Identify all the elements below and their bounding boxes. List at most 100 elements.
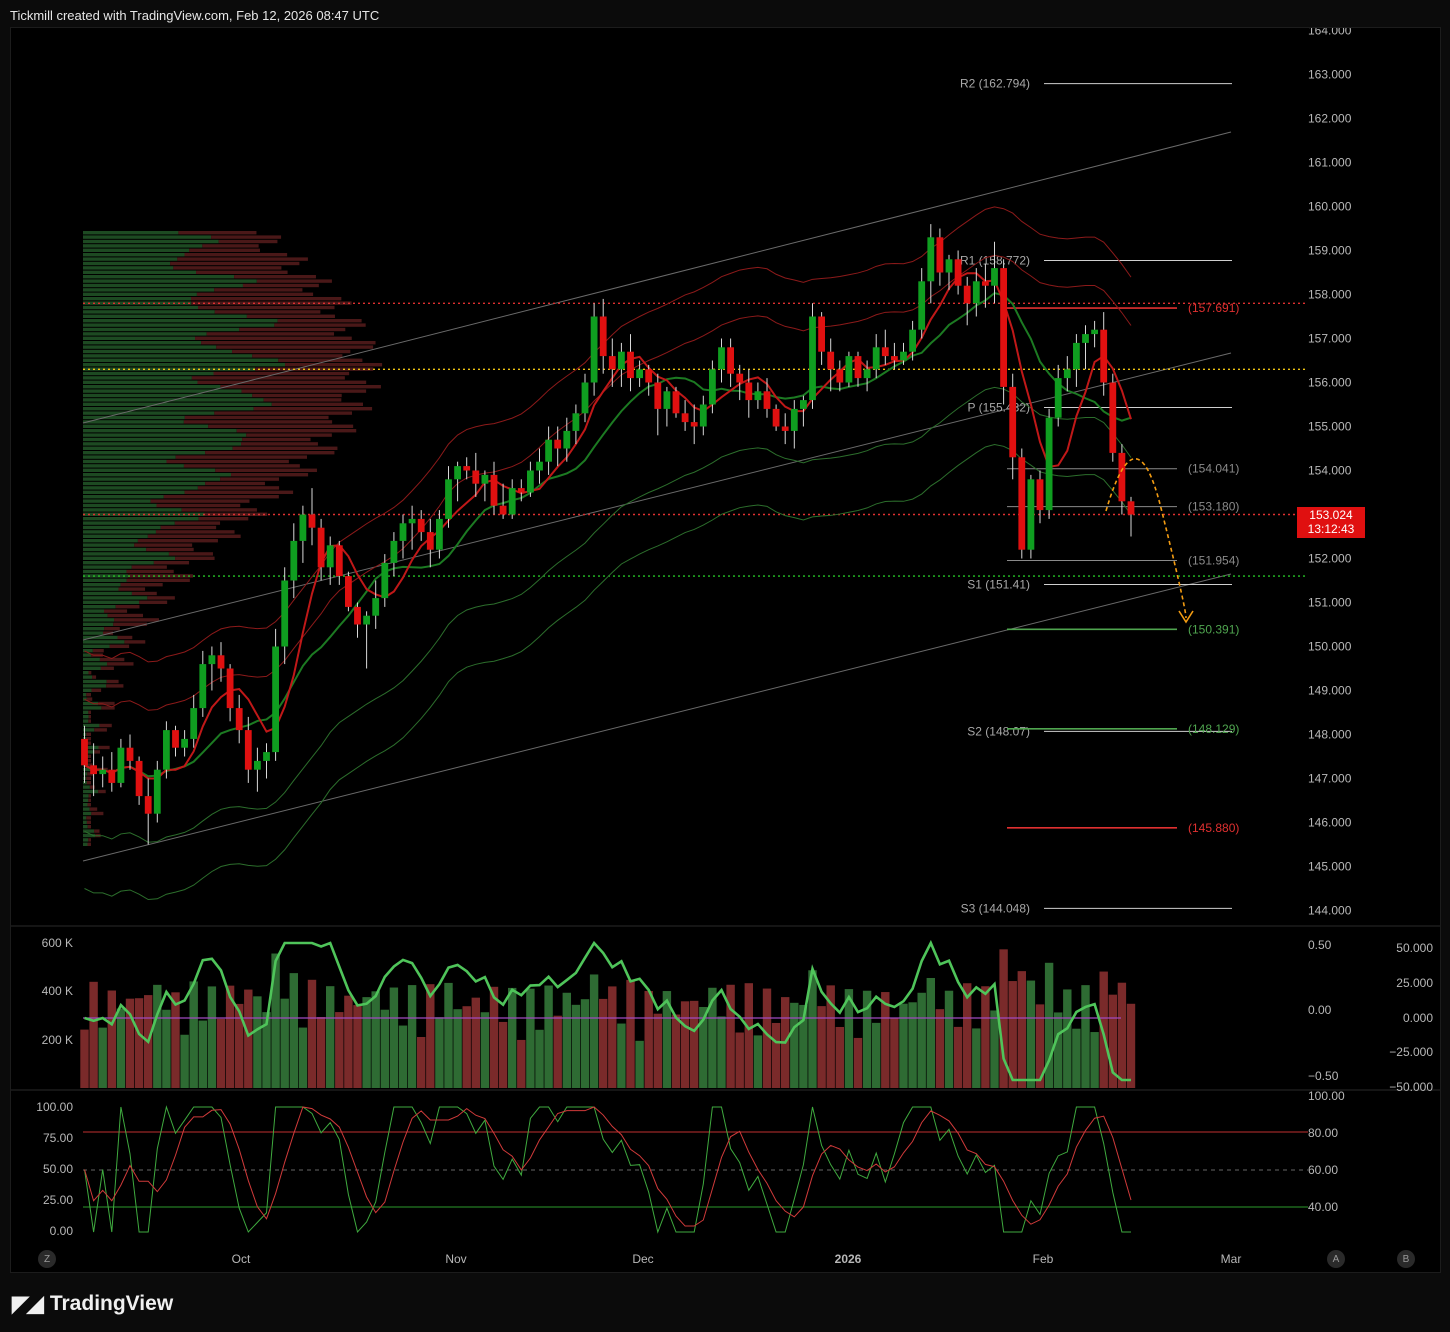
volume-bar: [80, 1029, 89, 1088]
band-upper-outer: [84, 206, 1132, 663]
time-axis-label: Dec: [632, 1252, 653, 1266]
volume-bar: [153, 984, 162, 1088]
volume-profile-bar: [113, 622, 147, 626]
volume-profile-bar: [83, 587, 119, 591]
volume-profile-bar: [83, 816, 87, 820]
volume-profile-bar: [83, 332, 207, 336]
candle-body: [618, 351, 625, 370]
volume-bar: [717, 1016, 726, 1088]
candle-body: [627, 351, 634, 379]
candle-body: [390, 540, 398, 563]
tradingview-logo[interactable]: ◤◢ TradingView: [12, 1289, 173, 1319]
volume-profile-bar: [104, 609, 128, 613]
timezone-button[interactable]: Z: [38, 1250, 56, 1268]
price-axis-label: 164.000: [1308, 28, 1352, 38]
volume-profile-bar: [83, 231, 179, 235]
volume-profile-bar: [83, 407, 254, 411]
volume-bar: [608, 986, 617, 1088]
volume-profile-bar: [139, 600, 168, 604]
pivot-label: P (155.432): [968, 400, 1031, 414]
volume-bar: [881, 992, 890, 1088]
volume-profile-bar: [83, 684, 107, 688]
chart-frame[interactable]: R2 (162.794) R1 (158.772) P (155.432) S1 (1…: [10, 24, 1441, 1273]
candle-body: [81, 738, 88, 766]
volume-profile-bar: [83, 829, 95, 833]
volume-profile-bar: [83, 798, 89, 802]
volume-profile-bar: [195, 336, 352, 340]
candle-body: [1018, 457, 1026, 550]
volume-bar: [371, 991, 380, 1088]
channel-line-upper: [82, 131, 1232, 424]
volume-profile-bar: [83, 715, 89, 719]
volume-profile-bar: [83, 310, 215, 314]
auto-scale-button[interactable]: A: [1327, 1250, 1345, 1268]
volume-profile-bar: [83, 671, 89, 675]
volume-profile-bar: [86, 693, 91, 697]
candle-body: [672, 391, 680, 414]
volume-profile-bar: [153, 561, 190, 565]
volume-profile-bar: [83, 605, 116, 609]
candle-body: [363, 615, 370, 625]
candle-body: [536, 461, 543, 471]
candle-body: [718, 347, 725, 370]
volume-profile-bar: [83, 385, 221, 389]
volume-profile-bar: [83, 481, 206, 486]
volume-bar: [972, 1028, 981, 1088]
candle-body: [281, 580, 289, 647]
candle-body: [991, 268, 998, 286]
volume-profile-bar: [83, 596, 148, 600]
volume-profile-bar: [83, 842, 88, 846]
volume-profile-bar: [83, 811, 92, 816]
log-scale-button[interactable]: B: [1397, 1250, 1415, 1268]
volume-profile-bar: [184, 490, 294, 494]
volume-profile-bar: [252, 354, 343, 358]
volume-profile-bar: [87, 803, 91, 807]
candle-body: [1082, 334, 1089, 343]
volume-profile-bar: [241, 389, 367, 393]
candle-body: [408, 518, 416, 524]
volume-profile-bar: [190, 297, 342, 301]
volume-bar: [544, 985, 553, 1088]
volume-profile-bar: [86, 820, 91, 824]
volume-profile-bar: [150, 499, 250, 503]
volume-profile-bar: [91, 688, 102, 692]
volume-profile-bar: [101, 706, 115, 710]
volume-profile-bar: [83, 288, 215, 292]
volume-profile-bar: [189, 248, 260, 252]
volume-profile-bar: [126, 578, 190, 582]
volume-bar: [1017, 971, 1026, 1088]
volume-bar: [335, 1012, 344, 1088]
volume-profile-bar: [155, 530, 235, 534]
chart-svg[interactable]: R2 (162.794)R1 (158.772)P (155.432)S1 (1…: [11, 24, 1440, 1272]
volume-bar: [762, 988, 772, 1088]
volume-profile-bar: [83, 257, 178, 261]
volume-bar: [1044, 962, 1054, 1088]
volume-bar: [1126, 1003, 1136, 1088]
volume-bar: [362, 997, 371, 1088]
volume-profile-bar: [83, 789, 99, 794]
channel-line-lower: [82, 573, 1232, 862]
candle-body: [354, 606, 361, 625]
volume-profile-bar: [86, 737, 91, 741]
candle-body: [854, 356, 862, 379]
forecast-arrowhead: [1178, 610, 1194, 624]
candle-body: [326, 545, 334, 568]
volume-profile-bar: [83, 627, 105, 631]
candle-body: [927, 237, 935, 282]
volume-profile-bar: [83, 323, 275, 327]
momentum-axis-label: −50.000: [1389, 1080, 1433, 1094]
volume-profile-bar: [99, 657, 125, 662]
stochastic-k: [84, 1105, 1131, 1234]
candle-body: [763, 391, 771, 409]
volume-profile-bar: [173, 266, 282, 270]
volume-profile-bar: [83, 745, 99, 750]
volume-profile-bar: [83, 521, 175, 525]
volume-bar: [225, 985, 235, 1088]
volume-bar: [589, 974, 599, 1088]
volume-profile-bar: [163, 495, 279, 499]
volume-profile-bar: [89, 785, 95, 789]
volume-profile-bar: [83, 319, 278, 323]
volume-bar: [498, 1021, 508, 1088]
volume-profile-bar: [83, 292, 197, 296]
price-axis-label: 163.000: [1308, 68, 1352, 82]
